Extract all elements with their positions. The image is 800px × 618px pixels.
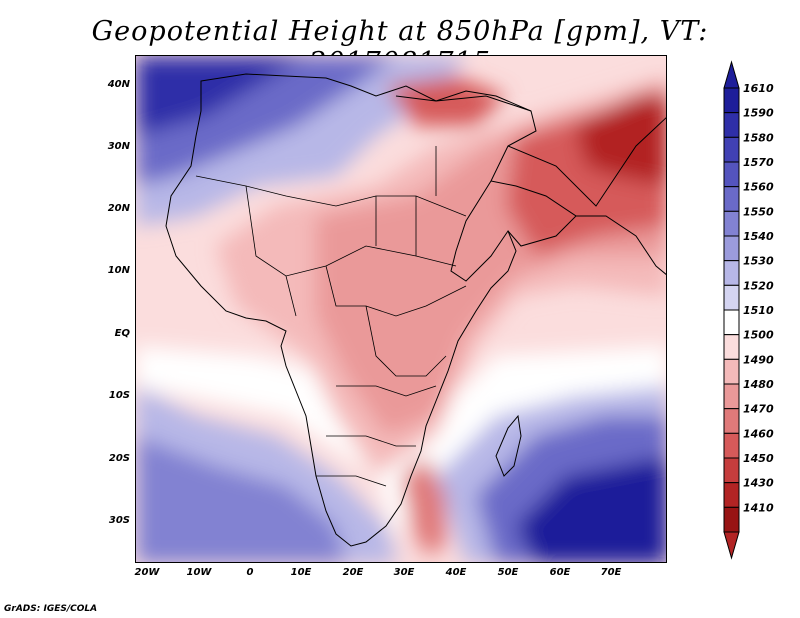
- colorbar-level-label: 1490: [743, 353, 774, 366]
- colorbar-level-label: 1590: [743, 107, 774, 120]
- lon-label-40e: 40E: [445, 567, 467, 578]
- colorbar-swatch: [723, 186, 740, 212]
- colorbar-level-label: 1540: [743, 230, 774, 243]
- colorbar-swatch: [723, 482, 740, 508]
- lon-label-30e: 30E: [393, 567, 415, 578]
- colorbar-level-label: 1550: [743, 205, 774, 218]
- colorbar-swatch: [723, 506, 740, 533]
- colorbar-swatch: [723, 210, 740, 237]
- colorbar: 1610 1590 1580 1570 1560 1550 1540 1530 1520 1510…: [723, 60, 774, 560]
- colorbar-level-label: 1480: [743, 378, 774, 391]
- colorbar-top-arrow: [723, 60, 740, 89]
- colorbar-swatch: [723, 408, 740, 434]
- colorbar-level-label: 1450: [743, 452, 774, 465]
- colorbar-swatch: [723, 87, 740, 114]
- colorbar-swatch: [723, 260, 740, 286]
- lon-label-0: 0: [246, 567, 254, 578]
- colorbar-swatch: [723, 358, 740, 385]
- coastlines: [165, 73, 666, 547]
- colorbar-swatch: [723, 309, 740, 336]
- lon-label-10e: 10E: [290, 567, 312, 578]
- colorbar-level-label: 1510: [743, 304, 774, 317]
- colorbar-swatch: [723, 284, 740, 311]
- lat-label-20n: 20N: [107, 203, 130, 214]
- colorbar-level-label: 1560: [743, 181, 774, 194]
- colorbar-swatch: [723, 432, 740, 459]
- lat-label-30n: 30N: [107, 141, 130, 152]
- lat-label-10s: 10S: [108, 390, 130, 401]
- map-panel: [135, 55, 667, 563]
- colorbar-bottom-arrow: [723, 531, 740, 560]
- colorbar-level-label: 1460: [743, 427, 774, 440]
- colorbar-swatch: [723, 161, 740, 188]
- lat-label-20s: 20S: [108, 453, 130, 464]
- lon-label-70e: 70E: [600, 567, 622, 578]
- colorbar-level-label: 1570: [743, 156, 774, 169]
- colorbar-swatch: [723, 235, 740, 262]
- colorbar-level-label: 1410: [743, 501, 774, 514]
- lat-label-30s: 30S: [108, 515, 130, 526]
- lon-label-10w: 10W: [186, 567, 212, 578]
- colorbar-level-label: 1520: [743, 279, 774, 292]
- lat-label-10n: 10N: [107, 265, 130, 276]
- colorbar-swatch: [723, 334, 740, 360]
- borders: [195, 146, 467, 487]
- lat-label-eq: EQ: [114, 328, 130, 339]
- colorbar-swatch: [723, 112, 740, 138]
- lon-label-20e: 20E: [342, 567, 364, 578]
- lon-label-50e: 50E: [497, 567, 519, 578]
- geopotential-map: [136, 56, 666, 562]
- colorbar-swatch: [723, 383, 740, 410]
- lon-label-60e: 60E: [549, 567, 571, 578]
- colorbar-swatch: [723, 136, 740, 163]
- colorbar-swatch: [723, 457, 740, 484]
- colorbar-level-label: 1530: [743, 255, 774, 268]
- colorbar-level-label: 1430: [743, 477, 774, 490]
- colorbar-level-label: 1500: [743, 329, 774, 342]
- lon-label-20w: 20W: [134, 567, 160, 578]
- colorbar-level-label: 1610: [743, 82, 774, 95]
- colorbar-level-label: 1580: [743, 131, 774, 144]
- lat-label-40n: 40N: [107, 79, 130, 90]
- height-field: [136, 56, 666, 562]
- colorbar-level-label: 1470: [743, 403, 774, 416]
- grads-credit: GrADS: IGES/COLA: [4, 604, 98, 614]
